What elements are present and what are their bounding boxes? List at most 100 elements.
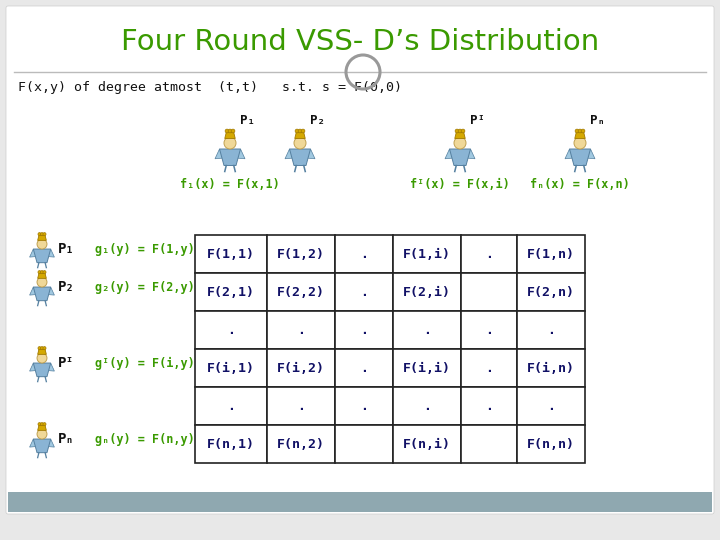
Text: P₁: P₁ [240, 114, 255, 127]
Polygon shape [33, 439, 50, 453]
Bar [267, 387, 335, 425]
Text: F(2,i): F(2,i) [403, 286, 451, 299]
Circle shape [43, 423, 46, 426]
Text: P₂: P₂ [58, 280, 75, 294]
Circle shape [38, 271, 41, 274]
Circle shape [228, 129, 232, 133]
Text: Pᴵ: Pᴵ [58, 356, 75, 370]
Polygon shape [30, 287, 37, 295]
Polygon shape [586, 149, 595, 159]
Polygon shape [236, 149, 245, 159]
Circle shape [295, 129, 299, 133]
Bar [267, 425, 335, 463]
Bar [393, 311, 461, 349]
Polygon shape [47, 439, 55, 447]
Bar [461, 311, 517, 349]
Polygon shape [215, 149, 224, 159]
Text: .: . [485, 400, 493, 413]
Text: g₁(y) = F(1,y): g₁(y) = F(1,y) [95, 242, 194, 255]
Text: F(n,i): F(n,i) [403, 437, 451, 450]
Text: F(1,n): F(1,n) [527, 247, 575, 260]
Polygon shape [47, 249, 55, 257]
Text: F(n,1): F(n,1) [207, 437, 255, 450]
Circle shape [37, 353, 47, 363]
Text: Pᴵ: Pᴵ [470, 114, 485, 127]
Circle shape [38, 423, 41, 426]
Polygon shape [225, 132, 235, 138]
Text: F(n,n): F(n,n) [527, 437, 575, 450]
Text: .: . [360, 286, 368, 299]
Circle shape [231, 129, 235, 133]
Circle shape [37, 429, 47, 439]
Polygon shape [30, 249, 37, 257]
Bar [267, 235, 335, 273]
Bar [517, 349, 585, 387]
Text: .: . [297, 323, 305, 336]
Polygon shape [294, 132, 305, 138]
Polygon shape [37, 426, 46, 430]
Bar [393, 235, 461, 273]
Text: F(1,2): F(1,2) [277, 247, 325, 260]
Circle shape [454, 137, 466, 149]
Text: F(i,i): F(i,i) [403, 361, 451, 375]
Text: F(i,n): F(i,n) [527, 361, 575, 375]
Text: .: . [485, 361, 493, 375]
Polygon shape [575, 132, 585, 138]
Bar [517, 273, 585, 311]
Circle shape [578, 129, 582, 133]
Text: .: . [360, 323, 368, 336]
FancyBboxPatch shape [6, 6, 714, 514]
Bar [195, 311, 267, 349]
Text: .: . [547, 400, 555, 413]
Polygon shape [466, 149, 475, 159]
Bar [461, 273, 517, 311]
Text: .: . [360, 361, 368, 375]
Text: F(x,y) of degree atmost  (t,t)   s.t. s = F(0,0): F(x,y) of degree atmost (t,t) s.t. s = F… [18, 82, 402, 94]
Polygon shape [30, 363, 37, 371]
Circle shape [43, 347, 46, 350]
Text: .: . [423, 400, 431, 413]
Circle shape [298, 129, 302, 133]
Text: gᴵ(y) = F(i,y): gᴵ(y) = F(i,y) [95, 356, 194, 369]
Text: fₙ(x) = F(x,n): fₙ(x) = F(x,n) [530, 179, 630, 192]
Bar [393, 349, 461, 387]
Bar [393, 273, 461, 311]
Circle shape [574, 137, 586, 149]
Circle shape [37, 277, 47, 287]
Text: .: . [485, 323, 493, 336]
Bar [267, 273, 335, 311]
Bar [195, 425, 267, 463]
Text: F(1,1): F(1,1) [207, 247, 255, 260]
Bar [335, 425, 393, 463]
Polygon shape [445, 149, 454, 159]
Circle shape [40, 423, 43, 426]
Text: P₂: P₂ [310, 114, 325, 127]
Bar [517, 425, 585, 463]
Text: fᴵ(x) = F(x,i): fᴵ(x) = F(x,i) [410, 179, 510, 192]
Polygon shape [37, 349, 46, 354]
Circle shape [461, 129, 465, 133]
Circle shape [581, 129, 585, 133]
Circle shape [43, 233, 46, 235]
Circle shape [455, 129, 459, 133]
Bar [195, 387, 267, 425]
Bar [517, 235, 585, 273]
Bar [335, 235, 393, 273]
Bar [195, 235, 267, 273]
Text: F(2,1): F(2,1) [207, 286, 255, 299]
Bar [461, 387, 517, 425]
Polygon shape [220, 149, 240, 165]
Polygon shape [285, 149, 294, 159]
Bar [517, 311, 585, 349]
Polygon shape [33, 363, 50, 377]
Text: .: . [360, 400, 368, 413]
Text: F(2,2): F(2,2) [277, 286, 325, 299]
Polygon shape [30, 439, 37, 447]
Polygon shape [289, 149, 310, 165]
Polygon shape [47, 287, 55, 295]
Text: f₁(x) = F(x,1): f₁(x) = F(x,1) [180, 179, 280, 192]
Circle shape [301, 129, 305, 133]
Bar [393, 425, 461, 463]
Bar [195, 349, 267, 387]
Text: F(2,n): F(2,n) [527, 286, 575, 299]
